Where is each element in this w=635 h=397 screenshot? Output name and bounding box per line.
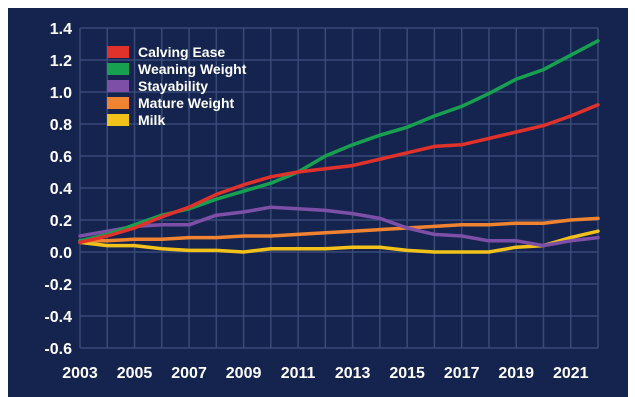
x-tick-label: 2015 xyxy=(389,365,425,382)
x-tick-label: 2021 xyxy=(553,365,589,382)
x-tick-label: 2007 xyxy=(171,365,207,382)
series-line-stayability xyxy=(78,205,600,248)
y-tick-label: 1.4 xyxy=(50,21,72,38)
y-tick-label: 0.0 xyxy=(50,245,72,262)
series-line-milk xyxy=(78,229,600,254)
y-tick-label: 0.4 xyxy=(50,181,72,198)
x-tick-label: 2003 xyxy=(62,365,98,382)
y-tick-label: 1.2 xyxy=(50,53,72,70)
x-axis-ticks: 2003 2005 2007 2009 2011 2013 2015 2017 2019 2021 xyxy=(62,365,588,382)
legend-swatch-stayability xyxy=(107,80,129,92)
x-tick-label: 2019 xyxy=(498,365,534,382)
series-lines xyxy=(78,39,600,254)
legend-label-mature-weight: Mature Weight xyxy=(138,95,235,111)
legend-label-stayability: Stayability xyxy=(138,78,208,94)
y-tick-label: 0.2 xyxy=(50,213,72,230)
legend-swatch-calving-ease xyxy=(107,46,129,58)
series-line-calving-ease xyxy=(78,103,600,245)
chart-frame: -0.6 -0.4 -0.2 0.0 0.2 0.4 0.6 0.8 1.0 1.2 1.4 200… xyxy=(8,8,628,397)
y-tick-label: -0.4 xyxy=(44,309,72,326)
line-chart: -0.6 -0.4 -0.2 0.0 0.2 0.4 0.6 0.8 1.0 1.2 1.4 200… xyxy=(44,21,600,382)
x-tick-label: 2011 xyxy=(281,365,316,382)
legend-label-weaning-weight: Weaning Weight xyxy=(138,61,247,77)
legend-swatch-milk xyxy=(107,114,129,126)
y-axis-ticks: -0.6 -0.4 -0.2 0.0 0.2 0.4 0.6 0.8 1.0 1.2 1.4 xyxy=(44,21,72,358)
y-tick-label: -0.2 xyxy=(44,277,72,294)
x-tick-label: 2017 xyxy=(444,365,480,382)
x-tick-label: 2013 xyxy=(335,365,371,382)
legend-label-milk: Milk xyxy=(138,112,165,128)
legend-label-calving-ease: Calving Ease xyxy=(138,44,225,60)
y-tick-label: 0.8 xyxy=(50,117,72,134)
x-tick-label: 2009 xyxy=(226,365,262,382)
legend-swatch-mature-weight xyxy=(107,97,129,109)
y-tick-label: 0.6 xyxy=(50,149,72,166)
x-tick-label: 2005 xyxy=(117,365,153,382)
grid-lines xyxy=(79,27,599,349)
y-tick-label: 1.0 xyxy=(50,85,72,102)
series-line-mature-weight xyxy=(78,216,600,243)
y-tick-label: -0.6 xyxy=(44,341,72,358)
legend-swatch-weaning-weight xyxy=(107,63,129,75)
